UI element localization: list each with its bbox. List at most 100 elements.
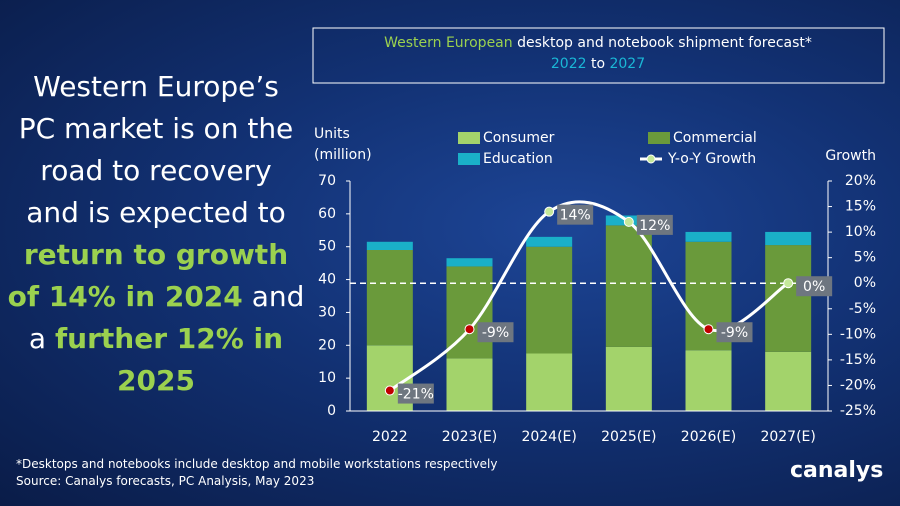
growth-marker — [623, 216, 634, 227]
headline-line: road to recovery — [0, 150, 312, 192]
value-label-box — [716, 322, 753, 343]
bar-segment — [765, 245, 812, 352]
y2-tick-label: -5% — [849, 301, 876, 317]
legend-swatch — [458, 132, 480, 144]
y2-tick-label: -10% — [840, 326, 876, 342]
chart-title: Western European desktop and notebook sh… — [384, 35, 812, 51]
legend-label: Commercial — [673, 130, 757, 146]
bar-segment — [366, 241, 413, 250]
y2-tick-label: 5% — [854, 250, 876, 266]
bar-segment — [765, 351, 812, 411]
y2-tick-label: -15% — [840, 352, 876, 368]
title-box — [312, 27, 885, 84]
headline-line: 2025 — [0, 360, 312, 402]
headline-text: and — [251, 280, 305, 313]
y2-tick-label: 20% — [845, 173, 876, 189]
x-tick-label: 2024(E) — [521, 429, 576, 445]
title-text: 2027 — [609, 56, 645, 72]
headline-line: PC market is on the — [0, 108, 312, 150]
y-tick-label: 10 — [318, 370, 336, 386]
headline-text: 2025 — [117, 364, 195, 397]
legend-swatch — [648, 132, 670, 144]
legend-label: Y-o-Y Growth — [667, 151, 756, 167]
bar-segment — [446, 258, 493, 267]
growth-marker — [783, 278, 794, 289]
y2-tick-label: -20% — [840, 377, 876, 393]
value-label: -21% — [398, 387, 434, 403]
y-axis-title: Units — [314, 126, 350, 142]
headline-text: return to growth — [23, 238, 289, 271]
bar-segment — [446, 358, 493, 411]
bar-segment — [526, 246, 573, 354]
bar-segment — [605, 346, 652, 411]
bar-segment — [685, 350, 732, 411]
footnote: Source: Canalys forecasts, PC Analysis, … — [16, 474, 315, 488]
logo: canalys — [790, 458, 884, 483]
value-label-box — [636, 214, 673, 235]
value-label: 12% — [639, 218, 670, 234]
headline: Western Europe’s PC market is on the road … — [0, 66, 312, 402]
y2-axis-title: Growth — [825, 148, 876, 164]
bar-segment — [366, 250, 413, 346]
x-tick-label: 2026(E) — [681, 429, 736, 445]
headline-line: of 14% in 2024 and — [0, 276, 312, 318]
bar-segment — [526, 353, 573, 411]
value-label: 0% — [803, 279, 825, 295]
y-tick-label: 70 — [318, 173, 336, 189]
legend-label: Education — [483, 151, 553, 167]
headline-text: a — [28, 322, 47, 355]
x-tick-label: 2025(E) — [601, 429, 656, 445]
y2-tick-label: 15% — [845, 199, 876, 215]
bar-segment — [685, 231, 732, 242]
y2-tick-label: 10% — [845, 224, 876, 240]
headline-text: further 12% in — [54, 322, 284, 355]
y-tick-label: 0 — [327, 403, 336, 419]
headline-line: a further 12% in — [0, 318, 312, 360]
bar-segment — [526, 236, 573, 247]
growth-marker — [544, 206, 555, 217]
title-text: desktop and notebook shipment forecast* — [517, 35, 812, 51]
y2-tick-label: -25% — [840, 403, 876, 419]
bar-segment — [765, 231, 812, 246]
y-axis-title: (million) — [314, 147, 372, 163]
growth-line — [388, 200, 789, 392]
value-label-box — [557, 204, 594, 225]
bar-segment — [605, 225, 652, 347]
y-tick-label: 20 — [318, 337, 336, 353]
headline-text: PC market is on the — [18, 112, 294, 145]
footnote: *Desktops and notebooks include desktop … — [16, 457, 498, 471]
headline-text: and is expected to — [26, 196, 286, 229]
legend-swatch — [458, 153, 480, 165]
x-tick-label: 2023(E) — [442, 429, 497, 445]
value-label: -9% — [721, 325, 748, 341]
x-tick-label: 2022 — [372, 429, 408, 445]
footnotes: *Desktops and notebooks include desktop … — [16, 456, 497, 490]
growth-marker — [464, 324, 475, 335]
value-label-box — [477, 322, 514, 343]
legend-marker — [646, 154, 656, 164]
headline-line: return to growth — [0, 234, 312, 276]
y-tick-label: 40 — [318, 272, 336, 288]
value-label: -9% — [482, 325, 509, 341]
headline-text: road to recovery — [40, 154, 272, 187]
headline-line: Western Europe’s — [0, 66, 312, 108]
chart-title: 2022 to 2027 — [551, 56, 645, 72]
growth-marker — [384, 385, 395, 396]
legend-label: Consumer — [483, 130, 555, 146]
headline-text: of 14% in 2024 — [7, 280, 243, 313]
title-text: to — [591, 56, 605, 72]
value-label-box — [796, 276, 833, 297]
y-tick-label: 50 — [318, 239, 336, 255]
title-text: Western European — [384, 35, 513, 51]
headline-line: and is expected to — [0, 192, 312, 234]
y-tick-label: 60 — [318, 206, 336, 222]
headline-text: Western Europe’s — [33, 70, 279, 103]
title-text: 2022 — [551, 56, 587, 72]
value-label-box — [397, 383, 434, 404]
growth-marker — [703, 324, 714, 335]
x-tick-label: 2027(E) — [760, 429, 815, 445]
y2-tick-label: 0% — [854, 275, 876, 291]
y-tick-label: 30 — [318, 304, 336, 320]
